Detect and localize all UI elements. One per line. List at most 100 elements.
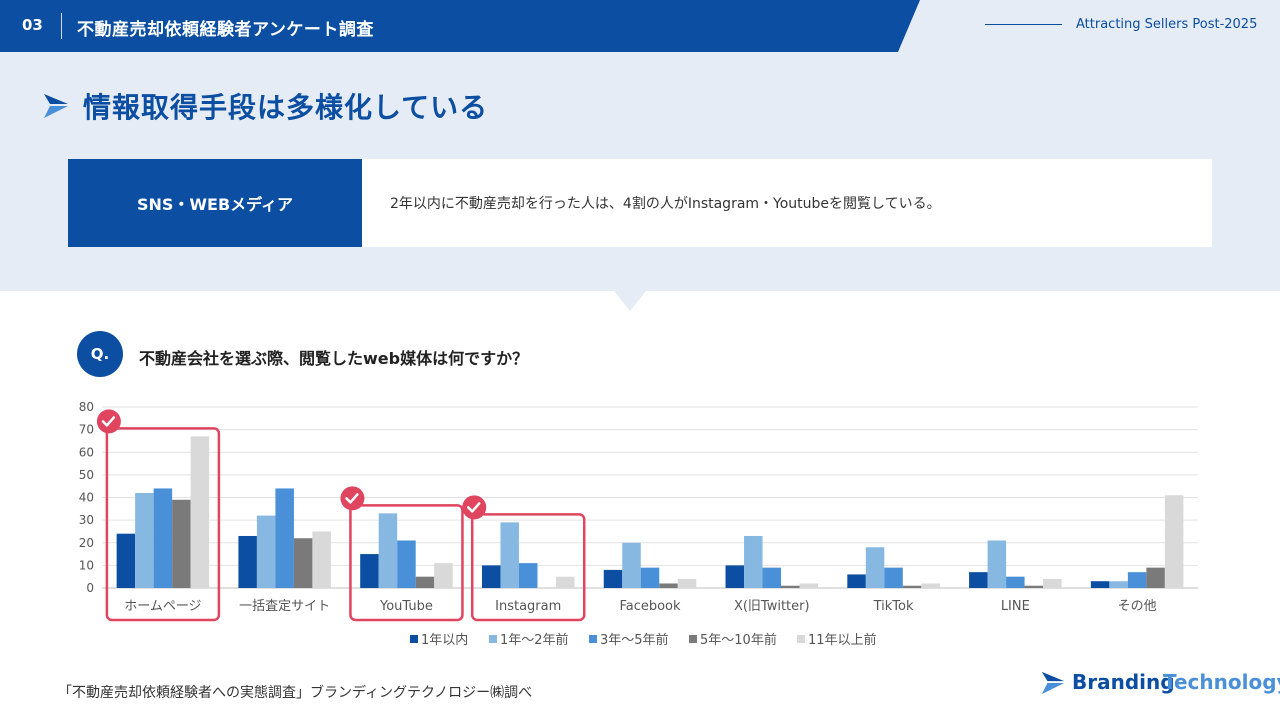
bar bbox=[1164, 495, 1184, 588]
header-title: 不動産売却依頼経験者アンケート調査 bbox=[77, 20, 374, 40]
bar bbox=[1146, 567, 1165, 588]
category-label: 一括査定サイト bbox=[239, 599, 330, 614]
brand-logo: Branding Technology bbox=[1040, 668, 1280, 702]
brand-arrow-icon bbox=[1041, 671, 1065, 695]
bar bbox=[434, 563, 453, 588]
header-subtitle: Attracting Sellers Post-2025 bbox=[1076, 17, 1258, 32]
bar bbox=[415, 576, 435, 588]
check-icon bbox=[101, 416, 116, 427]
section-number: 03 bbox=[22, 16, 43, 34]
info-label: SNS・WEBメディア bbox=[68, 159, 362, 247]
bar bbox=[659, 583, 678, 588]
y-tick-label: 0 bbox=[86, 581, 94, 595]
callout-notch bbox=[614, 291, 646, 311]
category-label: その他 bbox=[1118, 599, 1157, 614]
category-label: Facebook bbox=[619, 599, 681, 614]
header-rule bbox=[985, 24, 1062, 25]
question-badge: Q. bbox=[77, 331, 123, 377]
y-tick-label: 40 bbox=[79, 491, 94, 505]
question-text: 不動産会社を選ぶ際、閲覧したweb媒体は何ですか？ bbox=[139, 349, 529, 368]
header-divider bbox=[61, 13, 62, 39]
y-tick-label: 80 bbox=[79, 400, 94, 414]
y-tick-label: 60 bbox=[79, 445, 94, 459]
bar bbox=[847, 574, 866, 588]
legend-swatch bbox=[797, 635, 805, 643]
bar bbox=[1006, 576, 1025, 588]
bar bbox=[500, 522, 519, 588]
bar bbox=[1043, 578, 1062, 588]
bar bbox=[481, 565, 501, 588]
bar bbox=[190, 436, 210, 588]
check-badge bbox=[340, 486, 365, 511]
info-text: 2年以内に不動産売却を行った人は、4割の人がInstagram・Youtubeを… bbox=[390, 196, 941, 212]
bar bbox=[555, 576, 575, 588]
bar bbox=[725, 565, 745, 588]
y-tick-label: 70 bbox=[79, 423, 94, 437]
category-label: YouTube bbox=[379, 599, 433, 614]
bar bbox=[397, 540, 416, 588]
bar bbox=[1127, 572, 1147, 588]
legend-label: 1年以内 bbox=[421, 632, 468, 648]
bar bbox=[1109, 581, 1128, 588]
header-bar: 03 不動産売却依頼経験者アンケート調査 bbox=[0, 0, 920, 52]
bar bbox=[312, 531, 331, 588]
bar bbox=[902, 585, 922, 588]
bar bbox=[153, 488, 173, 588]
category-label: ホームページ bbox=[124, 599, 201, 614]
bar bbox=[969, 572, 988, 588]
highlight-frame bbox=[470, 513, 586, 622]
y-tick-label: 30 bbox=[79, 513, 94, 527]
bar bbox=[799, 583, 819, 588]
arrow-logo-icon bbox=[44, 94, 68, 118]
category-label: X(旧Twitter) bbox=[734, 599, 810, 614]
bar bbox=[865, 547, 885, 588]
bar bbox=[275, 488, 294, 588]
legend-label: 5年〜10年前 bbox=[700, 632, 777, 648]
legend-label: 11年以上前 bbox=[808, 632, 877, 648]
info-box: SNS・WEBメディア 2年以内に不動産売却を行った人は、4割の人がInstag… bbox=[68, 159, 1212, 247]
category-label: Instagram bbox=[495, 599, 561, 614]
legend-label: 3年〜5年前 bbox=[600, 632, 669, 648]
bar bbox=[378, 513, 398, 588]
legend-swatch bbox=[489, 635, 497, 643]
bar bbox=[360, 554, 379, 588]
category-label: TikTok bbox=[873, 599, 914, 614]
bar bbox=[172, 499, 191, 588]
legend-swatch bbox=[689, 635, 697, 643]
bar bbox=[1024, 585, 1044, 588]
bar bbox=[921, 583, 940, 588]
legend-swatch bbox=[410, 635, 418, 643]
category-label: LINE bbox=[1001, 599, 1030, 614]
y-tick-label: 20 bbox=[79, 536, 94, 550]
bar bbox=[1090, 581, 1110, 588]
bar bbox=[987, 540, 1007, 588]
bar bbox=[744, 535, 763, 588]
bar bbox=[135, 492, 154, 588]
footer-source: 「不動産売却依頼経験者への実態調査」ブランディングテクノロジー㈱調べ bbox=[58, 685, 533, 701]
check-icon bbox=[466, 502, 481, 513]
bar bbox=[781, 585, 800, 588]
bar bbox=[622, 542, 641, 588]
bar bbox=[677, 578, 697, 588]
check-icon bbox=[345, 493, 359, 504]
highlight-frame bbox=[105, 427, 221, 622]
highlight-frame bbox=[349, 504, 464, 622]
check-badge bbox=[462, 495, 487, 520]
brand-name-part1: Branding bbox=[1072, 670, 1175, 694]
bar bbox=[256, 515, 276, 588]
y-tick-label: 10 bbox=[79, 558, 94, 572]
check-badge bbox=[96, 409, 121, 434]
y-tick-label: 50 bbox=[79, 468, 94, 482]
bar bbox=[762, 567, 782, 588]
bar bbox=[640, 567, 660, 588]
legend-label: 1年〜2年前 bbox=[500, 632, 569, 648]
bar bbox=[603, 569, 623, 588]
page-title: 情報取得手段は多様化している bbox=[83, 91, 489, 124]
bar bbox=[293, 538, 313, 588]
bar bbox=[116, 533, 136, 588]
bar bbox=[884, 567, 903, 588]
brand-name-part2: Technology bbox=[1163, 670, 1280, 694]
bar bbox=[518, 563, 538, 588]
legend-swatch bbox=[589, 635, 597, 643]
bar bbox=[238, 535, 257, 588]
